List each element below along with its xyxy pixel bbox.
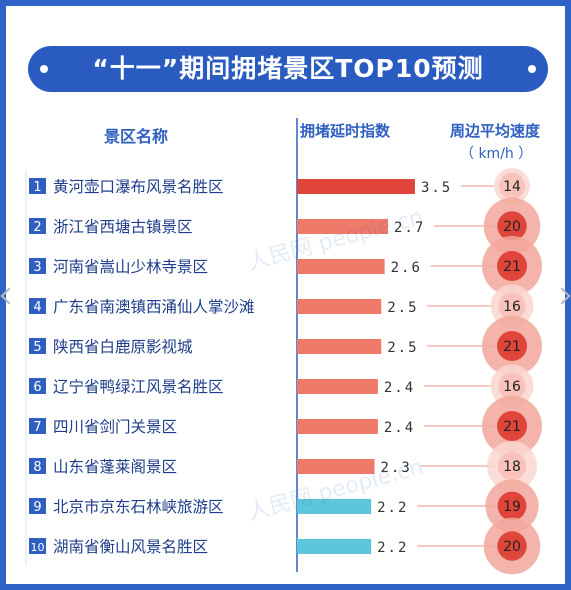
congestion-value: 2.2 [377,500,408,516]
table-row: 1 黄河壶口瀑布风景名胜区 3.5 14 [29,168,530,204]
congestion-value: 2.5 [387,300,418,316]
congestion-value: 2.2 [377,540,408,556]
rank-badge [29,498,46,514]
speed-value: 16 [503,299,521,315]
congestion-bar [297,379,378,394]
header-congestion-index: 拥堵延时指数 [300,122,391,140]
rank-number: 1 [33,180,41,195]
congestion-bar [297,179,415,194]
table-row: 5 陕西省白鹿原影视城 2.5 21 [29,316,542,376]
congestion-bar [297,299,382,314]
rank-badge [29,378,46,394]
speed-bubble-inner [497,531,527,561]
chart-rows: 1 黄河壶口瀑布风景名胜区 3.5 14 2 浙江省西塘古镇景区 2.7 20 3 河南省嵩山少林… [29,168,542,575]
speed-bubble-inner [497,451,527,481]
congestion-bar [297,219,388,234]
speed-value: 21 [503,259,521,275]
title-right-dot-icon [528,65,536,73]
table-row: 4 广东省南澳镇西涌仙人掌沙滩 2.5 16 [29,284,534,328]
speed-bubble-inner [498,292,526,320]
speed-value: 20 [503,539,521,555]
header-scenic-name: 景区名称 [104,127,169,146]
rank-badge [29,178,46,194]
speed-bubble-inner [497,491,527,521]
table-row: 7 四川省剑门关景区 2.4 21 [29,396,542,456]
rank-number: 5 [33,340,41,355]
rank-badge [29,218,46,234]
speed-bubble-inner [497,331,527,361]
rank-number: 6 [33,380,41,395]
scenic-name: 陕西省白鹿原影视城 [53,338,193,356]
speed-value: 21 [503,419,521,435]
rank-badge [29,338,46,354]
table-row: 9 北京市京东石林峡旅游区 2.2 19 [29,479,539,533]
speed-value: 16 [503,379,521,395]
congestion-bar [297,459,375,474]
table-row: 6 辽宁省鸭绿江风景名胜区 2.4 16 [29,364,534,408]
table-row: 10 湖南省衡山风景名胜区 2.2 20 [29,517,541,575]
congestion-value: 2.4 [384,420,415,436]
rank-badge [29,258,46,274]
speed-bubble-inner [497,411,527,441]
rank-number: 8 [33,460,41,475]
rank-number: 10 [31,541,45,554]
speed-bubble-inner [497,251,527,281]
congestion-bar [297,499,372,514]
header-avg-speed: 周边平均速度 [450,122,541,140]
scenic-name: 浙江省西塘古镇景区 [53,218,193,236]
congestion-bar [297,259,385,274]
chart-title: “十一”期间拥堵景区TOP10预测 [92,54,484,83]
speed-bubble-inner [499,173,525,199]
scenic-name: 四川省剑门关景区 [53,418,177,436]
scenic-name: 山东省蓬莱阁景区 [53,458,177,476]
rank-number: 7 [33,420,41,435]
rank-badge [29,458,46,474]
congestion-value: 2.7 [394,220,425,236]
title-bar: “十一”期间拥堵景区TOP10预测 [28,46,548,92]
speed-value: 18 [503,459,521,475]
scenic-name: 辽宁省鸭绿江风景名胜区 [53,378,224,396]
congestion-bar [297,539,372,554]
table-row: 3 河南省嵩山少林寺景区 2.6 21 [29,236,542,296]
rank-badge [29,298,46,314]
scenic-name: 河南省嵩山少林寺景区 [53,258,208,276]
congestion-value: 2.5 [387,340,418,356]
title-left-dot-icon [40,65,48,73]
congestion-value: 2.4 [384,380,415,396]
congestion-value: 2.3 [381,460,412,476]
speed-bubble-inner [497,211,527,241]
rank-badge [29,538,46,554]
congestion-value: 2.6 [391,260,422,276]
scenic-name: 广东省南澳镇西涌仙人掌沙滩 [53,298,255,316]
congestion-bar [297,419,378,434]
speed-value: 21 [503,339,521,355]
scenic-name: 湖南省衡山风景名胜区 [53,538,208,556]
rank-badge [29,418,46,434]
header-speed-unit: （ km/h ） [460,146,533,162]
congestion-value: 3.5 [421,180,452,196]
scenic-name: 黄河壶口瀑布风景名胜区 [53,177,224,196]
rank-number: 4 [33,300,41,315]
table-row: 8 山东省蓬莱阁景区 2.3 18 [29,441,537,491]
speed-value: 19 [503,499,521,515]
speed-value: 20 [503,219,521,235]
speed-bubble-inner [498,372,526,400]
scenic-name: 北京市京东石林峡旅游区 [53,498,224,516]
speed-value: 14 [503,179,521,195]
congestion-bar [297,339,382,354]
rank-number: 2 [33,220,41,235]
rank-number: 3 [33,260,41,275]
rank-number: 9 [33,500,41,515]
